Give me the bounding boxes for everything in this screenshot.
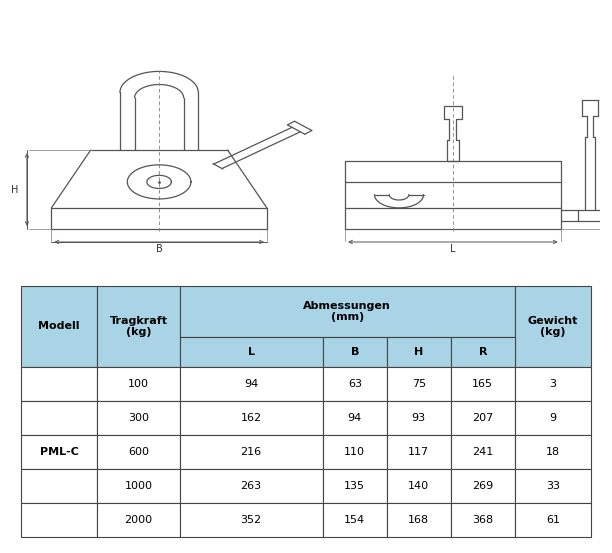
FancyBboxPatch shape (387, 469, 451, 503)
Text: 162: 162 (241, 413, 262, 423)
FancyBboxPatch shape (387, 367, 451, 401)
FancyBboxPatch shape (21, 503, 97, 537)
Text: 135: 135 (345, 481, 365, 491)
Text: R: R (479, 347, 487, 357)
FancyBboxPatch shape (323, 469, 387, 503)
Text: Abmessungen
(mm): Abmessungen (mm) (304, 301, 391, 322)
FancyBboxPatch shape (515, 469, 591, 503)
FancyBboxPatch shape (179, 286, 515, 337)
FancyBboxPatch shape (97, 401, 179, 435)
Text: 3: 3 (550, 379, 556, 389)
FancyBboxPatch shape (451, 337, 515, 367)
FancyBboxPatch shape (387, 435, 451, 469)
FancyBboxPatch shape (323, 337, 387, 367)
Text: 154: 154 (344, 515, 365, 525)
FancyBboxPatch shape (97, 503, 179, 537)
Text: 263: 263 (241, 481, 262, 491)
Text: H: H (11, 185, 18, 195)
Text: B: B (155, 243, 163, 253)
FancyBboxPatch shape (97, 435, 179, 469)
FancyBboxPatch shape (387, 503, 451, 537)
FancyBboxPatch shape (179, 435, 323, 469)
Text: 269: 269 (472, 481, 493, 491)
Text: 93: 93 (412, 413, 426, 423)
FancyBboxPatch shape (97, 469, 179, 503)
Text: 94: 94 (348, 413, 362, 423)
Text: 18: 18 (546, 447, 560, 457)
Text: 165: 165 (472, 379, 493, 389)
Text: 9: 9 (550, 413, 556, 423)
FancyBboxPatch shape (179, 367, 323, 401)
FancyBboxPatch shape (323, 503, 387, 537)
FancyBboxPatch shape (179, 503, 323, 537)
FancyBboxPatch shape (179, 401, 323, 435)
Text: L: L (248, 347, 255, 357)
FancyBboxPatch shape (515, 286, 591, 367)
FancyBboxPatch shape (451, 469, 515, 503)
FancyBboxPatch shape (387, 401, 451, 435)
Text: 100: 100 (128, 379, 149, 389)
Text: 33: 33 (546, 481, 560, 491)
FancyBboxPatch shape (515, 503, 591, 537)
Text: 1000: 1000 (124, 481, 152, 491)
Text: 368: 368 (472, 515, 493, 525)
Text: 140: 140 (408, 481, 430, 491)
FancyBboxPatch shape (387, 337, 451, 367)
Text: 352: 352 (241, 515, 262, 525)
FancyBboxPatch shape (515, 435, 591, 469)
FancyBboxPatch shape (451, 401, 515, 435)
Text: 300: 300 (128, 413, 149, 423)
FancyBboxPatch shape (515, 401, 591, 435)
Text: Modell: Modell (39, 321, 80, 331)
Text: 75: 75 (412, 379, 426, 389)
FancyBboxPatch shape (21, 367, 97, 401)
Text: 110: 110 (345, 447, 365, 457)
FancyBboxPatch shape (323, 435, 387, 469)
FancyBboxPatch shape (21, 469, 97, 503)
Text: Tragkraft
(kg): Tragkraft (kg) (110, 316, 168, 337)
FancyBboxPatch shape (21, 435, 97, 469)
Text: H: H (414, 347, 424, 357)
FancyBboxPatch shape (21, 401, 97, 435)
Text: 216: 216 (241, 447, 262, 457)
FancyBboxPatch shape (97, 367, 179, 401)
Text: 2000: 2000 (124, 515, 152, 525)
Text: PML-C: PML-C (40, 447, 78, 457)
Text: 61: 61 (546, 515, 560, 525)
FancyBboxPatch shape (515, 367, 591, 401)
Text: 117: 117 (408, 447, 430, 457)
FancyBboxPatch shape (323, 367, 387, 401)
FancyBboxPatch shape (451, 503, 515, 537)
Text: Gewicht
(kg): Gewicht (kg) (528, 316, 578, 337)
FancyBboxPatch shape (323, 401, 387, 435)
FancyBboxPatch shape (179, 469, 323, 503)
FancyBboxPatch shape (451, 435, 515, 469)
Text: B: B (351, 347, 359, 357)
Text: L: L (450, 243, 455, 253)
FancyBboxPatch shape (21, 286, 97, 367)
Text: 207: 207 (472, 413, 493, 423)
Text: 168: 168 (408, 515, 430, 525)
FancyBboxPatch shape (97, 286, 179, 367)
Text: 63: 63 (348, 379, 362, 389)
FancyBboxPatch shape (451, 367, 515, 401)
Text: 241: 241 (472, 447, 493, 457)
FancyBboxPatch shape (179, 337, 323, 367)
Text: 600: 600 (128, 447, 149, 457)
Text: 94: 94 (244, 379, 258, 389)
